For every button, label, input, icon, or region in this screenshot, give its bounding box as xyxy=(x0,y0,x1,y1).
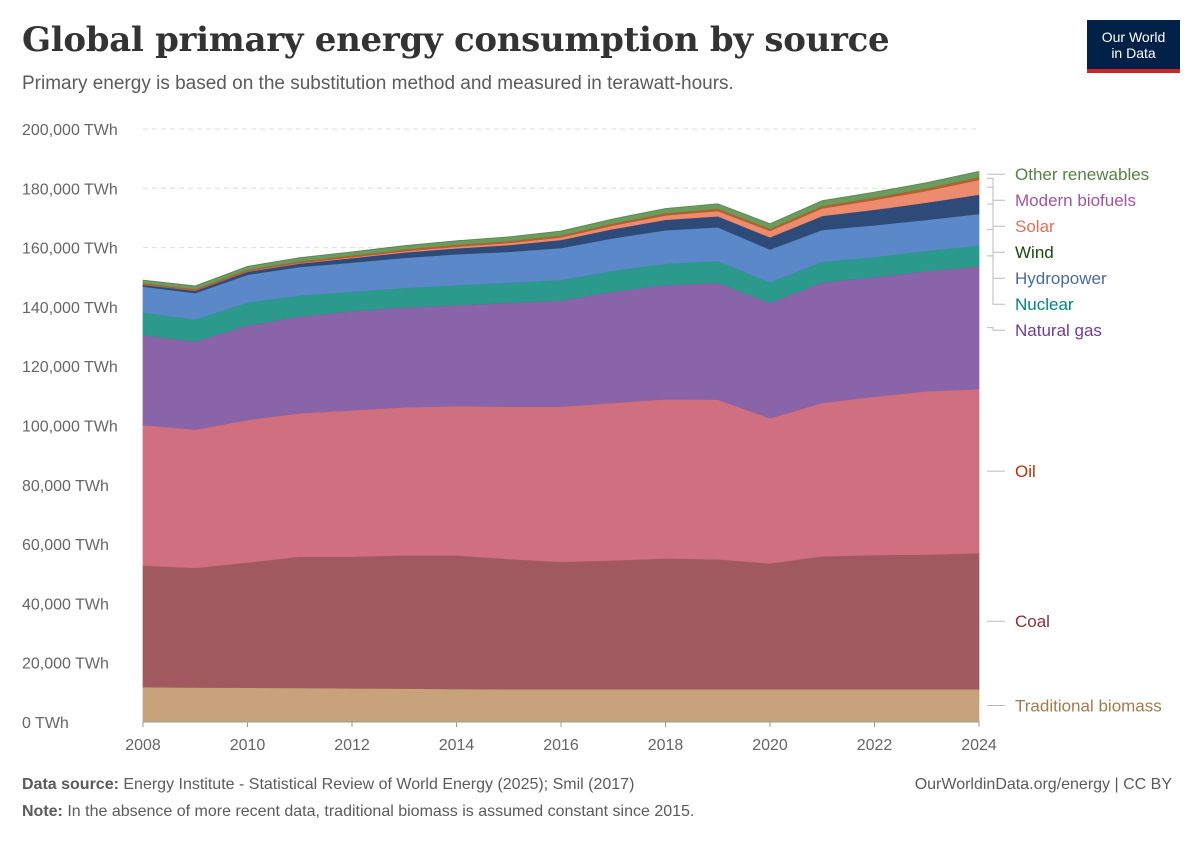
logo-line-1: Our World xyxy=(1101,28,1166,45)
legend-label-other-renewables[interactable]: Other renewables xyxy=(1015,165,1149,184)
data-source-label: Data source: xyxy=(22,776,119,793)
chart-subtitle: Primary energy is based on the substitut… xyxy=(22,73,734,94)
x-tick-label: 2016 xyxy=(543,737,579,754)
legend-label-solar[interactable]: Solar xyxy=(1015,217,1055,236)
y-tick-label: 40,000 TWh xyxy=(22,596,109,613)
note-text: In the absence of more recent data, trad… xyxy=(67,803,695,820)
legend-connector xyxy=(987,203,1005,253)
x-tick-label: 2020 xyxy=(752,737,788,754)
area-other-renewables[interactable] xyxy=(142,170,980,290)
note-line: Note: In the absence of more recent data… xyxy=(22,803,694,821)
legend-label-modern-biofuels[interactable]: Modern biofuels xyxy=(1015,191,1136,210)
y-tick-label: 140,000 TWh xyxy=(22,300,118,317)
legend-connector xyxy=(987,177,1005,201)
data-source-line: Data source: Energy Institute - Statisti… xyxy=(22,776,634,794)
x-tick-label: 2008 xyxy=(125,737,161,754)
chart-title: Global primary energy consumption by sou… xyxy=(22,20,890,60)
x-tick-label: 2012 xyxy=(334,737,370,754)
y-tick-label: 200,000 TWh xyxy=(22,122,118,139)
y-tick-label: 20,000 TWh xyxy=(22,656,109,673)
legend-label-natural-gas[interactable]: Natural gas xyxy=(1015,321,1102,340)
y-tick-label: 100,000 TWh xyxy=(22,419,118,436)
area-series xyxy=(142,170,980,723)
y-tick-label: 160,000 TWh xyxy=(22,241,118,258)
area-traditional-biomass[interactable] xyxy=(142,686,980,723)
y-tick-label: 120,000 TWh xyxy=(22,359,118,376)
legend: Traditional biomass Coal Oil Natural gas Nuc… xyxy=(987,165,1162,716)
legend-connector xyxy=(987,229,1005,279)
y-tick-label: 80,000 TWh xyxy=(22,478,109,495)
owid-logo[interactable]: Our World in Data xyxy=(1087,20,1180,73)
area-coal[interactable] xyxy=(142,552,980,690)
x-tick-label: 2010 xyxy=(230,737,266,754)
x-tick-label: 2014 xyxy=(439,737,475,754)
legend-label-hydropower[interactable]: Hydropower xyxy=(1015,269,1107,288)
legend-connector xyxy=(987,327,1005,331)
legend-label-nuclear[interactable]: Nuclear xyxy=(1015,295,1074,314)
data-source-text: Energy Institute - Statistical Review of… xyxy=(123,776,635,793)
legend-label-wind[interactable]: Wind xyxy=(1015,243,1054,262)
credit-link[interactable]: OurWorldinData.org/energy | CC BY xyxy=(914,776,1172,793)
legend-label-traditional-biomass[interactable]: Traditional biomass xyxy=(1015,697,1162,716)
axes: 0 TWh 20,000 TWh 40,000 TWh 60,000 TWh 80,00… xyxy=(22,122,997,754)
legend-connector xyxy=(987,186,1005,227)
x-tick-label: 2022 xyxy=(857,737,893,754)
logo-line-2: in Data xyxy=(1111,44,1156,61)
y-tick-label: 0 TWh xyxy=(22,715,69,732)
area-edge-other-renewables xyxy=(142,171,980,287)
note-label: Note: xyxy=(22,803,63,820)
x-tick-label: 2018 xyxy=(648,737,684,754)
x-tick-label: 2024 xyxy=(961,737,997,754)
y-tick-label: 180,000 TWh xyxy=(22,181,118,198)
legend-label-oil[interactable]: Oil xyxy=(1015,462,1036,481)
y-tick-label: 60,000 TWh xyxy=(22,537,109,554)
legend-label-coal[interactable]: Coal xyxy=(1015,612,1050,631)
legend-connector xyxy=(987,255,1005,305)
